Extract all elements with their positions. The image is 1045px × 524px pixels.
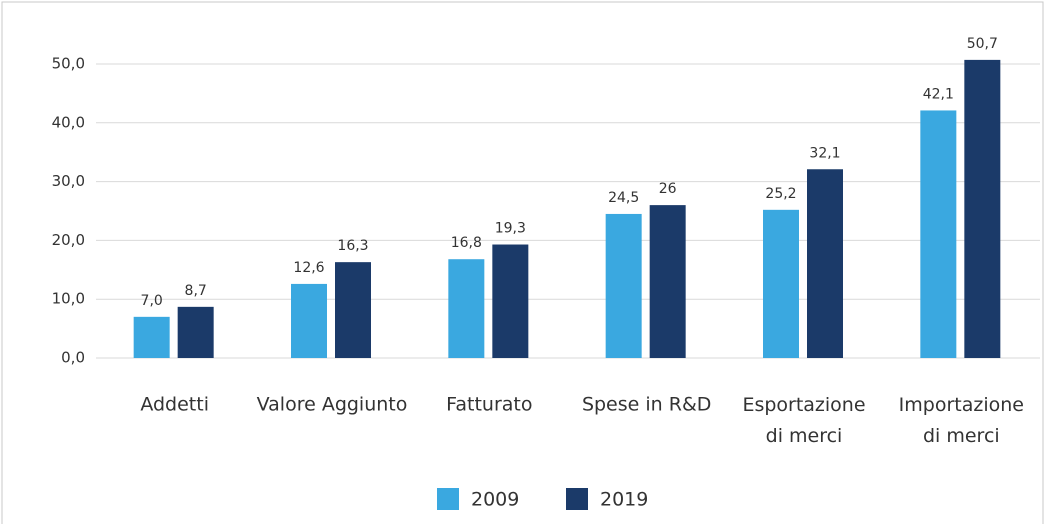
legend-label: 2009 [471,489,519,511]
y-tick-label: 30,0 [52,172,85,190]
x-tick-label: Spese in R&D [582,394,711,416]
x-tick-label: Valore Aggiunto [257,394,408,416]
bar [807,169,843,358]
y-tick-label: 10,0 [52,290,85,308]
value-label: 16,8 [451,235,482,251]
value-label: 25,2 [765,186,796,202]
legend-swatch [437,488,459,510]
bar [964,59,1001,358]
value-label: 24,5 [608,190,639,206]
value-label: 42,1 [923,86,954,102]
y-tick-label: 20,0 [52,231,85,249]
value-label: 19,3 [495,221,526,237]
bar [605,213,642,358]
bar [291,283,327,358]
bar [649,205,686,358]
bar [335,262,371,358]
legend-label: 2019 [600,489,648,511]
x-tick-label: Esportazione di merci [742,394,865,447]
value-label: 16,3 [337,238,368,254]
x-tick-label: Importazione di merci [899,394,1024,447]
bar [920,110,957,359]
x-tick-label: Addetti [140,394,209,416]
legend-swatch [566,488,588,510]
value-label: 7,0 [141,293,163,309]
y-tick-label: 0,0 [61,349,85,367]
value-label: 50,7 [967,36,998,52]
x-tick-label: Fatturato [446,394,532,416]
bar [177,306,214,358]
value-label: 8,7 [185,283,207,299]
bar [448,259,485,358]
value-label: 12,6 [293,260,324,276]
bar [492,244,529,358]
bar [763,209,799,358]
y-tick-label: 40,0 [52,113,85,131]
y-tick-label: 50,0 [52,55,85,73]
value-label: 26 [659,181,677,197]
bar [133,316,170,358]
value-label: 32,1 [809,145,840,161]
